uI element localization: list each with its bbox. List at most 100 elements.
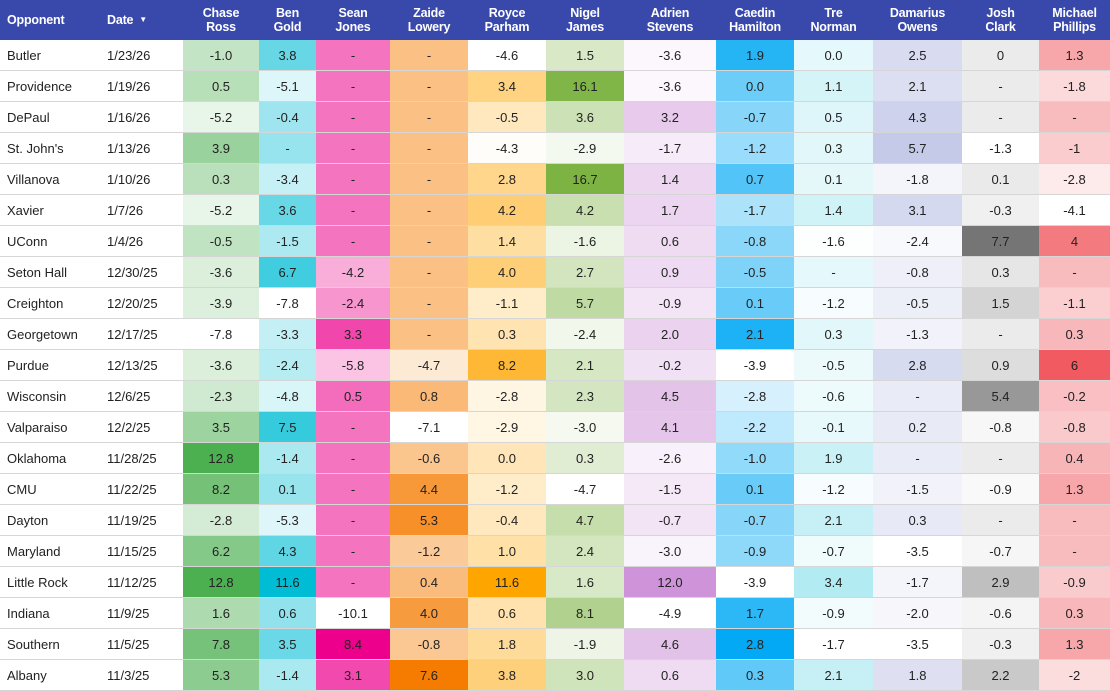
stat-cell: -0.8 — [962, 411, 1039, 443]
opponent-cell: Maryland — [0, 535, 100, 567]
stat-cell: 0.1 — [962, 163, 1039, 195]
stat-cell: -1.2 — [794, 287, 873, 319]
stat-cell: 12.8 — [183, 566, 259, 598]
stat-cell: 2.7 — [546, 256, 624, 288]
stat-cell: 1.5 — [962, 287, 1039, 319]
stat-cell: 0.0 — [716, 70, 794, 102]
opponent-cell: Wisconsin — [0, 380, 100, 412]
player-header-jones[interactable]: Sean Jones — [316, 0, 390, 40]
stat-cell: 1.3 — [1039, 628, 1110, 660]
stat-cell: -0.8 — [873, 256, 962, 288]
player-header-phillips[interactable]: Michael Phillips — [1039, 0, 1110, 40]
stat-cell: 4.5 — [624, 380, 716, 412]
stat-cell: 3.8 — [468, 659, 546, 691]
stat-cell: 0.3 — [183, 163, 259, 195]
stat-cell: -0.7 — [716, 101, 794, 133]
stat-cell: -4.3 — [468, 132, 546, 164]
stat-cell: -1.8 — [873, 163, 962, 195]
stat-cell: 16.1 — [546, 70, 624, 102]
stat-cell: - — [794, 256, 873, 288]
stat-cell: -1.2 — [716, 132, 794, 164]
stat-cell: - — [1039, 504, 1110, 536]
stat-cell: 8.1 — [546, 597, 624, 629]
stat-cell: -2.0 — [873, 597, 962, 629]
stat-cell: -1.4 — [259, 659, 316, 691]
player-header-gold[interactable]: Ben Gold — [259, 0, 316, 40]
stat-cell: - — [1039, 101, 1110, 133]
stat-cell: 0.3 — [716, 659, 794, 691]
stat-cell: -3.9 — [716, 566, 794, 598]
table-row: Maryland 11/15/25 6.2 4.3- -1.2 1.0 2.4 -3.0 -0.… — [0, 535, 1110, 567]
stat-cell: 0.3 — [546, 442, 624, 474]
stat-cell: 2.8 — [873, 349, 962, 381]
opponent-header[interactable]: Opponent — [0, 0, 100, 40]
opponent-cell: St. John's — [0, 132, 100, 164]
stat-cell: 4.2 — [546, 194, 624, 226]
table-row: Oklahoma 11/28/25 12.8 -1.4- -0.6 0.0 0.3 -2.6-… — [0, 442, 1110, 474]
player-header-hamilton[interactable]: Caedin Hamilton — [716, 0, 794, 40]
stat-cell: 0.1 — [259, 473, 316, 505]
stat-cell: -1.4 — [259, 442, 316, 474]
stat-cell: -0.5 — [468, 101, 546, 133]
stat-cell: - — [316, 566, 390, 598]
table-row: Indiana 11/9/25 1.6 0.6 -10.1 4.0 0.6 8.1 -4.9 1.… — [0, 597, 1110, 629]
stat-cell: -0.7 — [624, 504, 716, 536]
stat-cell: 0.6 — [624, 659, 716, 691]
stat-cell: - — [390, 40, 468, 71]
stat-cell: 8.4 — [316, 628, 390, 660]
stat-cell: 1.5 — [546, 40, 624, 71]
player-header-parham[interactable]: Royce Parham — [468, 0, 546, 40]
stat-cell: 0.3 — [468, 318, 546, 350]
stat-cell: 4.7 — [546, 504, 624, 536]
date-cell: 1/19/26 — [100, 70, 183, 102]
stat-cell: 4.0 — [468, 256, 546, 288]
stat-cell: -0.7 — [716, 504, 794, 536]
stat-cell: -1.7 — [624, 132, 716, 164]
stat-cell: -4.7 — [390, 349, 468, 381]
player-header-ross[interactable]: Chase Ross — [183, 0, 259, 40]
stat-cell: -0.9 — [624, 287, 716, 319]
stat-cell: 11.6 — [468, 566, 546, 598]
date-header[interactable]: Date ▼ — [100, 0, 183, 40]
player-header-lowery[interactable]: Zaide Lowery — [390, 0, 468, 40]
stat-cell: -1.7 — [873, 566, 962, 598]
stat-cell: -5.2 — [183, 194, 259, 226]
stat-cell: -0.6 — [962, 597, 1039, 629]
stat-cell: 4.0 — [390, 597, 468, 629]
date-cell: 1/16/26 — [100, 101, 183, 133]
stat-cell: -7.1 — [390, 411, 468, 443]
stat-cell: -0.5 — [716, 256, 794, 288]
player-header-james[interactable]: Nigel James — [546, 0, 624, 40]
stat-cell: -1.3 — [962, 132, 1039, 164]
stat-cell: 5.7 — [546, 287, 624, 319]
stat-cell: - — [316, 163, 390, 195]
stat-cell: -0.5 — [873, 287, 962, 319]
player-header-owens[interactable]: Damarius Owens — [873, 0, 962, 40]
player-header-stevens[interactable]: Adrien Stevens — [624, 0, 716, 40]
stat-cell: 7.6 — [390, 659, 468, 691]
stat-cell: 3.4 — [794, 566, 873, 598]
opponent-cell: UConn — [0, 225, 100, 257]
stat-cell: 1.7 — [716, 597, 794, 629]
player-header-norman[interactable]: Tre Norman — [794, 0, 873, 40]
stat-cell: -1.2 — [390, 535, 468, 567]
stat-cell: 0.3 — [962, 256, 1039, 288]
stat-cell: 4.3 — [259, 535, 316, 567]
opponent-cell: DePaul — [0, 101, 100, 133]
stat-cell: -2 — [1039, 659, 1110, 691]
stat-cell: 2.3 — [546, 380, 624, 412]
table-row: Butler 1/23/26 -1.0 3.8- - -4.6 1.5 -3.6 1.9 0.0 2… — [0, 40, 1110, 71]
stat-cell: -4.2 — [316, 256, 390, 288]
stat-cell: -0.6 — [390, 442, 468, 474]
stat-cell: -2.8 — [1039, 163, 1110, 195]
stat-cell: 4.3 — [873, 101, 962, 133]
stat-cell: -1.8 — [1039, 70, 1110, 102]
stat-cell: 0.5 — [183, 70, 259, 102]
player-header-clark[interactable]: Josh Clark — [962, 0, 1039, 40]
stat-cell: -1.1 — [1039, 287, 1110, 319]
date-cell: 1/23/26 — [100, 40, 183, 71]
date-cell: 11/15/25 — [100, 535, 183, 567]
stat-cell: 1.8 — [468, 628, 546, 660]
stat-cell: 3.6 — [546, 101, 624, 133]
stat-cell: 0.6 — [468, 597, 546, 629]
